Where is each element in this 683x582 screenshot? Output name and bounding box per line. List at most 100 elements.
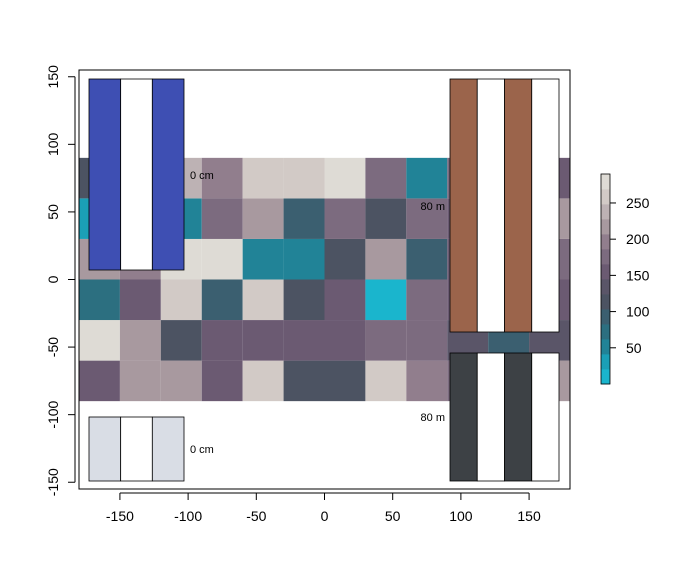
inset-label: 0 cm: [190, 170, 214, 182]
heatmap-cell: [242, 360, 284, 402]
x-tick-label: 0: [321, 508, 329, 524]
x-tick-label: -100: [174, 508, 202, 524]
heatmap-cell: [79, 320, 120, 361]
heatmap-cell: [201, 198, 243, 239]
heatmap-cell: [324, 279, 366, 321]
heatmap-cell: [406, 157, 448, 199]
colorbar-tick-label: 100: [626, 304, 650, 320]
plot-frame: [78, 69, 571, 490]
inset-bar: [504, 78, 533, 333]
heatmap-cell: [119, 279, 161, 321]
heatmap-cell: [283, 238, 325, 280]
colorbar-swatch: [601, 324, 610, 340]
x-tick-label: -50: [246, 508, 266, 524]
heatmap-cell: [283, 157, 325, 199]
heatmap-cell: [201, 238, 243, 280]
heatmap-cell: [119, 320, 161, 361]
inset-bar: [476, 352, 505, 482]
heatmap-cell: [406, 238, 448, 280]
colorbar-swatch: [601, 189, 610, 205]
colorbar-tick-label: 50: [626, 340, 642, 356]
heatmap-cell: [242, 238, 284, 280]
heatmap-cell: [160, 320, 202, 361]
colorbar: 50 100 150 200 250: [600, 173, 650, 385]
heatmap-cell: [283, 360, 325, 402]
y-tick-label: -150: [45, 468, 61, 496]
inset-bar: [120, 78, 153, 271]
heatmap-cell: [283, 320, 325, 361]
colorbar-swatch: [601, 249, 610, 265]
inset-bar: [449, 78, 478, 333]
heatmap-cell: [324, 320, 366, 361]
inset-bar: [120, 416, 153, 482]
heatmap-cell: [365, 157, 407, 199]
colorbar-swatch: [601, 354, 610, 370]
heatmap-cell: [324, 360, 366, 402]
heatmap-cell: [365, 320, 407, 361]
inset-panel: 80 m: [421, 352, 560, 482]
x-tick-label: 50: [385, 508, 401, 524]
heatmap-cell: [160, 360, 202, 402]
heatmap-cell: [406, 198, 448, 239]
heatmap-cell: [406, 360, 448, 402]
heatmap-cell: [365, 360, 407, 402]
x-tick-label: 150: [517, 508, 541, 524]
y-tick-label: -50: [45, 337, 61, 357]
colorbar-swatch: [601, 264, 610, 280]
heatmap-cell: [324, 238, 366, 280]
inset-label: 80 m: [421, 412, 445, 424]
x-tick-label: 100: [449, 508, 473, 524]
inset-bar: [449, 352, 478, 482]
heatmap-cell: [283, 198, 325, 239]
heatmap-cell: [201, 320, 243, 361]
inset-bar: [151, 78, 185, 271]
heatmap-cell: [406, 279, 448, 321]
inset-label: 0 cm: [190, 444, 214, 456]
inset-bars: 0 cm 80 m 0 cm 80 m: [88, 78, 560, 482]
heatmap-cell: [201, 279, 243, 321]
colorbar-swatch: [601, 369, 610, 385]
y-tick-label: 50: [45, 204, 61, 220]
colorbar-frame: [600, 173, 611, 385]
y-tick-label: -100: [45, 400, 61, 428]
inset-panel: 0 cm: [88, 416, 214, 482]
heatmap-cell: [201, 157, 243, 199]
colorbar-swatch: [601, 294, 610, 310]
y-tick-label: 0: [45, 275, 61, 283]
heatmap-cell: [242, 320, 284, 361]
inset-bar: [88, 78, 122, 271]
x-tick-label: -150: [106, 508, 134, 524]
inset-bar: [504, 352, 533, 482]
y-tick-label: 100: [45, 132, 61, 156]
colorbar-swatch: [601, 174, 610, 190]
heatmap-cell: [119, 360, 161, 402]
inset-panel: 80 m: [421, 78, 560, 333]
colorbar-swatch: [601, 234, 610, 250]
inset-bar: [531, 352, 560, 482]
heatmap-cell: [242, 198, 284, 239]
heatmap-cell: [79, 279, 120, 321]
colorbar-swatch: [601, 279, 610, 295]
colorbar-tick-label: 150: [626, 267, 650, 283]
inset-bar: [151, 416, 185, 482]
heatmap-cell: [365, 198, 407, 239]
colorbar-tick-label: 200: [626, 231, 650, 247]
colorbar-swatch: [601, 309, 610, 325]
heatmap-cell: [79, 360, 120, 402]
colorbar-swatch: [601, 219, 610, 235]
heatmap-cell: [324, 157, 366, 199]
heatmap-cell: [242, 279, 284, 321]
heatmap-cell: [283, 279, 325, 321]
axes: -150 -100 -50 0 50 100 150 -150 -100 -50 0 50 100 150: [45, 65, 541, 524]
inset-bar: [531, 78, 560, 333]
inset-bar: [476, 78, 505, 333]
heatmap-cell: [406, 320, 448, 361]
colorbar-tick-label: 250: [626, 195, 650, 211]
heatmap-cell: [242, 157, 284, 199]
colorbar-swatch: [601, 204, 610, 220]
heatmap-cell: [324, 198, 366, 239]
inset-bar: [88, 416, 122, 482]
inset-panel: 0 cm: [88, 78, 214, 271]
y-tick-label: 150: [45, 65, 61, 89]
